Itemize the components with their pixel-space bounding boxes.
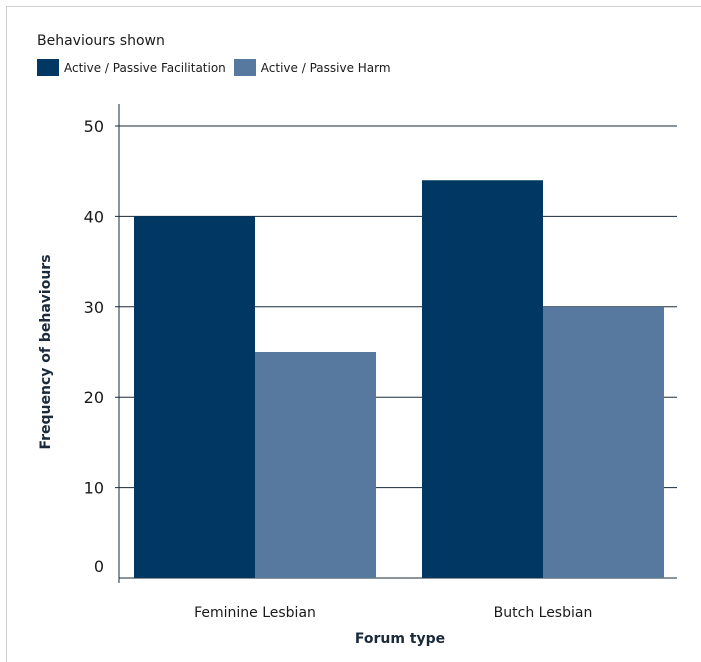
y-tick-label: 50 bbox=[84, 117, 104, 136]
bar bbox=[134, 216, 255, 578]
y-axis-title: Frequency of behaviours bbox=[38, 254, 54, 449]
legend: Active / Passive Facilitation Active / P… bbox=[37, 59, 399, 76]
y-tick-label: 0 bbox=[94, 557, 104, 576]
x-category-label: Butch Lesbian bbox=[494, 605, 593, 621]
bars bbox=[134, 180, 664, 579]
bar bbox=[543, 306, 664, 578]
y-tick-labels: 0 10 20 30 40 50 bbox=[84, 117, 104, 576]
x-category-labels: Feminine Lesbian Butch Lesbian bbox=[194, 605, 592, 621]
legend-item-harm: Active / Passive Harm bbox=[233, 59, 391, 76]
legend-title: Behaviours shown bbox=[37, 33, 165, 49]
legend-label-harm: Active / Passive Harm bbox=[260, 60, 391, 75]
x-category-label: Feminine Lesbian bbox=[194, 605, 316, 621]
legend-label-facilitation: Active / Passive Facilitation bbox=[64, 60, 226, 75]
legend-item-facilitation: Active / Passive Facilitation bbox=[37, 59, 226, 76]
y-tick-label: 30 bbox=[84, 298, 104, 317]
chart-frame bbox=[6, 6, 701, 662]
y-tick-label: 40 bbox=[84, 207, 104, 226]
bar bbox=[422, 180, 543, 579]
y-tick-label: 20 bbox=[84, 388, 104, 407]
legend-swatch-facilitation bbox=[37, 59, 59, 76]
legend-swatch-harm bbox=[233, 59, 256, 76]
x-axis-title: Forum type bbox=[355, 631, 445, 647]
y-tick-label: 10 bbox=[84, 479, 104, 498]
bar bbox=[255, 352, 376, 578]
